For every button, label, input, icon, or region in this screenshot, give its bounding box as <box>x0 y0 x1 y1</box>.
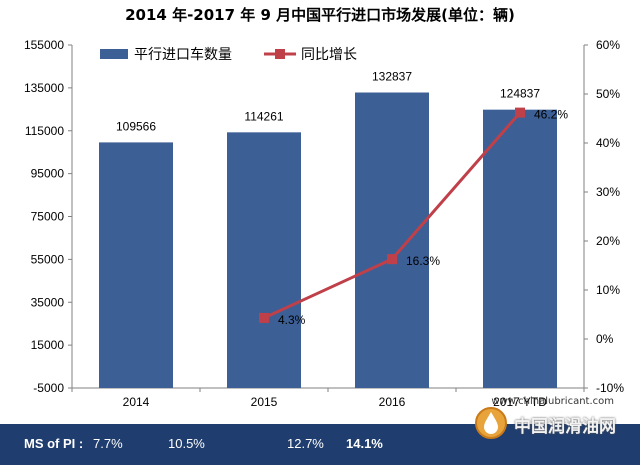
growth-data-label: 46.2% <box>534 108 568 122</box>
growth-data-label: 4.3% <box>278 313 306 327</box>
growth-point <box>259 312 269 323</box>
x-axis-tick-label: 2017 YTD <box>493 395 547 409</box>
ms-value-2014: 7.7% <box>93 436 123 451</box>
left-axis-tick-label: -5000 <box>33 381 64 395</box>
bar <box>355 92 429 388</box>
bar-data-label: 109566 <box>116 119 156 133</box>
bar-data-label: 124837 <box>500 87 540 101</box>
left-axis-tick-label: 115000 <box>25 124 64 138</box>
left-axis-tick-label: 135000 <box>24 81 64 95</box>
right-axis-tick-label: 20% <box>596 234 620 248</box>
ms-value-2017: 14.1% <box>346 436 383 451</box>
right-axis-tick-label: 60% <box>596 38 620 52</box>
watermark: www.chinalubricant.com 中国润滑油网 <box>470 394 640 442</box>
market-share-bar: MS of PI : 7.7% 10.5% 12.7% 14.1% <box>0 424 640 465</box>
legend-bar-label: 平行进口车数量 <box>134 46 232 63</box>
watermark-url: www.chinalubricant.com <box>491 396 614 407</box>
bar-data-label: 132837 <box>372 70 412 84</box>
right-axis-tick-label: -10% <box>596 381 624 395</box>
oil-drop-logo-icon <box>475 407 507 439</box>
data-labels: 109566 114261 132837 124837 4.3% 16.3% 46.2% <box>116 70 568 327</box>
left-axis-tick-label: 35000 <box>31 295 65 309</box>
chart-svg: -5000 15000 35000 55000 75000 95000 115000 1350… <box>24 38 624 409</box>
growth-point <box>387 254 397 265</box>
right-axis-tick-label: 30% <box>596 185 620 199</box>
chart-title: 2014 年-2017 年 9 月中国平行进口市场发展(单位：辆) <box>125 6 515 24</box>
right-axis-tick-label: 10% <box>596 283 620 297</box>
left-axis-tick-label: 55000 <box>31 252 65 266</box>
growth-point <box>515 107 525 118</box>
left-axis-tick-label: 15000 <box>31 338 65 352</box>
legend-line-marker <box>275 49 285 59</box>
bar <box>227 132 301 388</box>
legend-bar-swatch <box>100 49 128 59</box>
legend-line-label: 同比增长 <box>301 47 357 63</box>
x-axis-tick-label: 2016 <box>379 395 406 409</box>
ms-value-2015: 10.5% <box>168 436 205 451</box>
line-series <box>259 107 525 323</box>
growth-data-label: 16.3% <box>406 254 440 268</box>
chart-axes: -5000 15000 35000 55000 75000 95000 115000 1350… <box>24 38 624 409</box>
left-axis-tick-label: 75000 <box>31 210 65 224</box>
x-axis-tick-label: 2015 <box>251 395 278 409</box>
right-axis-tick-label: 0% <box>596 332 614 346</box>
watermark-name: 中国润滑油网 <box>514 417 616 437</box>
bar-series <box>99 92 557 389</box>
ms-label: MS of PI : <box>24 436 84 451</box>
bar <box>483 109 557 389</box>
left-axis-tick-label: 95000 <box>31 167 65 181</box>
ms-value-2016: 12.7% <box>287 436 324 451</box>
x-axis-tick-label: 2014 <box>123 395 150 409</box>
right-axis-tick-label: 50% <box>596 87 620 101</box>
chart-legend: 平行进口车数量 同比增长 <box>100 46 357 63</box>
right-axis-tick-label: 40% <box>596 136 620 150</box>
bar <box>99 142 173 388</box>
bar-data-label: 114261 <box>244 109 283 123</box>
left-axis-tick-label: 155000 <box>24 38 64 52</box>
